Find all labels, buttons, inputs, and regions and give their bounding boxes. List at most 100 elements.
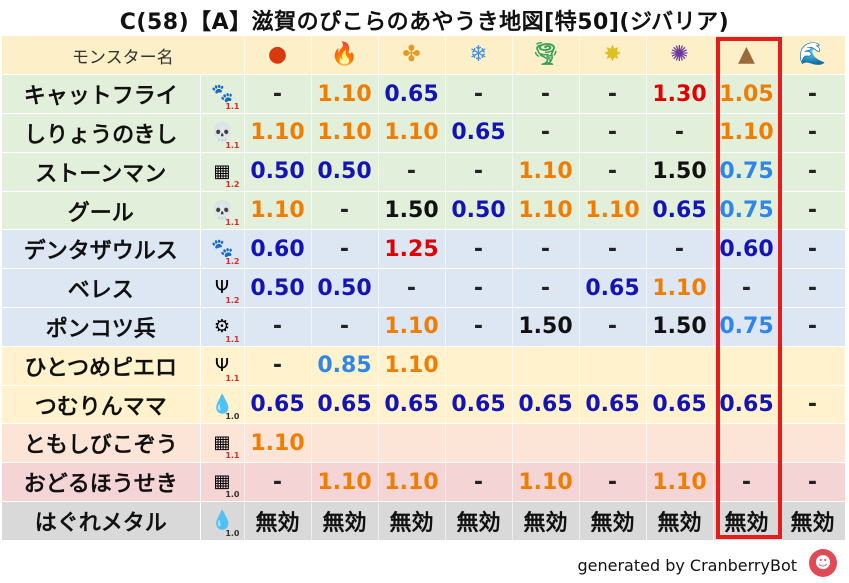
monster-type-cell: 💧 1.0: [200, 501, 245, 541]
attribute-header: ❄: [445, 36, 513, 76]
rock-mountain-icon: ▲: [738, 42, 755, 68]
resistance-value: [378, 423, 446, 464]
resistance-value: [512, 423, 580, 464]
resistance-value: -: [445, 152, 513, 192]
resistance-value: 0.50: [445, 191, 513, 231]
resistance-value: 0.65: [646, 191, 714, 231]
brick-icon: ▦: [213, 471, 231, 493]
resistance-value: -: [445, 268, 513, 309]
monster-name: ひとつめピエロ: [2, 346, 201, 386]
resistance-value: [713, 346, 781, 386]
resistance-value: 無効: [244, 501, 312, 541]
level-badge: 1.2: [225, 296, 240, 306]
resistance-value: 1.10: [311, 74, 379, 115]
monster-name: ストーンマン: [2, 152, 201, 192]
table-row: おどるほうせき ▦ 1.0-1.10 1.10-1.10-1.10- -: [2, 462, 846, 503]
resistance-value: -: [244, 346, 312, 386]
monster-name: キャットフライ: [2, 74, 201, 115]
resistance-value: -: [713, 462, 781, 503]
resistance-value: [646, 423, 714, 464]
attribute-header: 🌪: [512, 36, 580, 76]
resistance-value: 1.10: [646, 462, 714, 503]
resistance-value: 0.60: [713, 229, 781, 270]
table-row: ポンコツ兵 ⚙ 1.1- -1.10-1.50-1.50 0.75-: [2, 307, 846, 347]
monster-type-cell: ▦ 1.2: [200, 152, 245, 192]
monster-name: ともしびこぞう: [2, 423, 201, 464]
level-badge: 1.0: [225, 528, 240, 538]
water-wave-icon: 🌊: [798, 42, 827, 68]
resistance-value: -: [780, 229, 846, 270]
resistance-value: -: [579, 113, 647, 153]
resistance-value: 無効: [311, 501, 379, 541]
resistance-value: -: [378, 152, 446, 192]
resistance-value: -: [445, 74, 513, 115]
resistance-value: 0.65: [579, 268, 647, 309]
resistance-value: 0.65: [445, 113, 513, 153]
paw-icon: 🐾: [211, 238, 234, 260]
resistance-value: [311, 423, 379, 464]
resistance-value: 1.10: [713, 113, 781, 153]
resistance-value: 1.10: [512, 462, 580, 503]
resistance-value: 1.10: [311, 462, 379, 503]
resistance-value: 1.30: [646, 74, 714, 115]
monster-type-cell: ⚙ 1.1: [200, 307, 245, 347]
monster-type-cell: Ψ 1.1: [200, 346, 245, 386]
resistance-value: -: [311, 307, 379, 347]
resistance-value: -: [244, 307, 312, 347]
resistance-value: -: [646, 229, 714, 270]
table-row: キャットフライ 🐾 1.1-1.10 0.65- - -1.30 1.05-: [2, 74, 846, 115]
resistance-value: -: [445, 307, 513, 347]
header-monster-name: モンスター名: [2, 36, 245, 76]
skull-icon: 💀: [211, 199, 234, 221]
resistance-value: [646, 346, 714, 386]
explosion-icon: ✤: [402, 42, 421, 68]
resistance-value: 0.65: [378, 385, 446, 425]
resistance-value: 1.50: [378, 191, 446, 231]
resistance-value: -: [579, 307, 647, 347]
resistance-table: モンスター名 ● 🔥 ✤ ❄ 🌪 ✸ ✺ ▲ 🌊 キャットフライ 🐾 1.1-1.10 0.65- - -…: [2, 36, 846, 541]
resistance-value: -: [780, 191, 846, 231]
header-row: モンスター名 ● 🔥 ✤ ❄ 🌪 ✸ ✺ ▲ 🌊: [2, 36, 846, 76]
attribute-header: 🔥: [311, 36, 379, 76]
resistance-value: 0.65: [311, 385, 379, 425]
resistance-value: 無効: [512, 501, 580, 541]
tornado-icon: 🌪: [531, 42, 560, 68]
resistance-value: 無効: [646, 501, 714, 541]
demon-icon: Ψ: [214, 354, 230, 376]
monster-type-cell: 💀 1.1: [200, 191, 245, 231]
resistance-value: -: [579, 74, 647, 115]
resistance-value: 0.50: [244, 152, 312, 192]
resistance-value: 無効: [378, 501, 446, 541]
resistance-value: 1.10: [244, 423, 312, 464]
resistance-value: 1.10: [512, 191, 580, 231]
resistance-value: [445, 423, 513, 464]
resistance-value: 1.05: [713, 74, 781, 115]
resistance-value: 無効: [579, 501, 647, 541]
level-badge: 1.1: [225, 451, 240, 461]
resistance-value: -: [311, 191, 379, 231]
monster-name: はぐれメタル: [2, 501, 201, 541]
resistance-value: -: [579, 152, 647, 192]
monster-name: つむりんママ: [2, 385, 201, 425]
monster-type-cell: ▦ 1.0: [200, 462, 245, 503]
resistance-value: 1.10: [244, 113, 312, 153]
level-badge: 1.1: [225, 334, 240, 344]
resistance-value: 1.10: [378, 307, 446, 347]
paw-icon: 🐾: [211, 83, 234, 105]
level-badge: 1.1: [225, 218, 240, 228]
resistance-value: -: [244, 74, 312, 115]
resistance-value: [512, 346, 580, 386]
cranberry-bot-icon: ☻: [809, 549, 837, 577]
resistance-value: 0.50: [311, 152, 379, 192]
level-badge: 1.0: [225, 490, 240, 500]
level-badge: 1.1: [225, 373, 240, 383]
attribute-header: ✤: [378, 36, 446, 76]
level-badge: 1.1: [225, 102, 240, 112]
table-row: はぐれメタル 💧 1.0 無効 無効 無効 無効 無効 無効 無効 無効 無効: [2, 501, 846, 541]
resistance-value: 0.50: [311, 268, 379, 309]
attribute-header: ✺: [646, 36, 714, 76]
fire-ball-icon: ●: [267, 42, 288, 68]
table-row: つむりんママ 💧 1.0 0.65 0.65 0.65 0.65 0.65 0.65 0.65 0.…: [2, 385, 846, 425]
resistance-value: -: [445, 462, 513, 503]
table-row: しりょうのきし 💀 1.1 1.10 1.10 1.10 0.65- - -1.10-: [2, 113, 846, 153]
